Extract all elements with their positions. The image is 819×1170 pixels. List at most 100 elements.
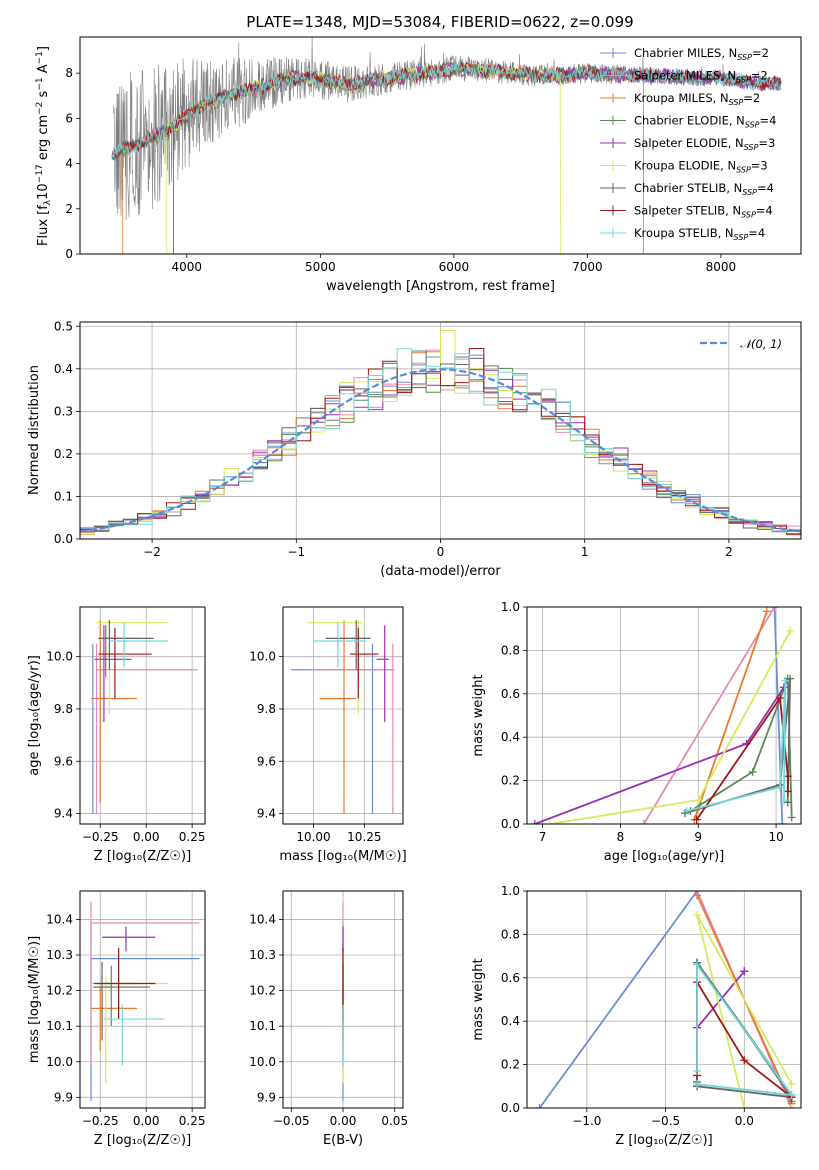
axes-z-weight: −1.0 −0.5 0.0 0.0 0.2 0.4 0.6 0.8 1.0 Z [log₁₀(Z/… <box>471 884 802 1148</box>
y-tick-label: 10.0 <box>249 1055 276 1069</box>
x-tick-label: 0.25 <box>179 830 206 844</box>
series-point <box>740 967 749 976</box>
y-tick-label: 0.2 <box>501 1058 520 1072</box>
series-salpeter-elodie <box>693 967 749 1032</box>
y-axis-label-part: λ <box>43 199 53 205</box>
errorbar-chabrier-stelib <box>98 620 154 670</box>
y-axis-label-part: −2 <box>35 102 45 115</box>
x-tick-label: 5000 <box>305 260 336 274</box>
y-tick-label: 9.4 <box>257 807 276 821</box>
axes-frame <box>526 890 802 1109</box>
legend-entry: Chabrier STELIB, NSSP=4 <box>634 181 774 197</box>
x-axis-label: Z [log₁₀(Z/Z☉)] <box>94 849 191 864</box>
x-tick-label: −0.25 <box>82 1114 119 1128</box>
plot-area <box>80 322 801 539</box>
series-point <box>693 891 702 900</box>
errorbar-kroupa-miles <box>91 620 137 804</box>
legend-entry-sub: SSP <box>741 211 756 220</box>
y-axis-label-part: A <box>36 64 51 77</box>
model-spectrum-kroupa-stelib <box>111 60 782 159</box>
x-axis-label: mass [log₁₀(M/M☉)] <box>279 849 406 864</box>
y-tick-label: 0.2 <box>54 447 73 461</box>
x-axis-label: E(B-V) <box>323 1133 363 1148</box>
axes-frame <box>526 606 802 825</box>
series-line <box>773 607 784 824</box>
x-tick-label: −1.0 <box>572 1114 601 1128</box>
y-tick-label: 0.4 <box>54 362 73 376</box>
y-tick-label: 0.0 <box>54 532 73 546</box>
axes-residuals: −2 −1 0 1 2 0.0 0.1 0.2 0.3 0.4 0.5 (data-model)/er… <box>27 319 802 579</box>
series-line <box>696 962 794 1097</box>
series-line <box>538 891 698 1108</box>
axes-spectrum: 4000 5000 6000 7000 8000 0 2 4 6 8 wavelength [Ang… <box>35 36 802 294</box>
plot-area <box>527 891 801 1108</box>
series-kroupa-elodie <box>546 626 795 824</box>
y-axis-label-part: Flux [f <box>36 205 51 246</box>
errorbar-salpeter-elodie <box>102 926 156 952</box>
y-tick-label: 10.3 <box>249 948 276 962</box>
series-point <box>694 796 703 805</box>
x-tick-label: 8000 <box>706 260 737 274</box>
legend-entry-sub: SSP <box>744 143 759 152</box>
x-tick-label: 2 <box>725 545 733 559</box>
series-point <box>783 787 792 796</box>
y-axis-label: mass [log₁₀(M/M☉)] <box>27 936 42 1063</box>
series-point <box>740 1104 749 1108</box>
legend-entry-sub: SSP <box>742 188 757 197</box>
y-tick-label: 9.6 <box>257 754 276 768</box>
series-point <box>740 1056 749 1065</box>
errorbar-kroupa-elodie <box>96 976 169 1084</box>
series-point <box>775 783 784 792</box>
y-tick-label: 1.0 <box>501 600 520 614</box>
x-tick-label: 10.00 <box>296 830 330 844</box>
axes-ebv-mass: −0.05 0.00 0.05 9.9 10.0 10.1 10.2 10.3 10.4 E(B-… <box>249 890 408 1148</box>
legend-entry-label: 𝒩(0, 1) <box>740 337 782 351</box>
legend-entry-n: =2 <box>743 91 760 105</box>
axes-mass-age: 10.00 10.25 9.4 9.6 9.8 10.0 mass [log₁₀(M/M☉)… <box>249 606 407 864</box>
axes-frame <box>79 606 206 825</box>
legend-entry-sub: SSP <box>737 53 752 62</box>
series-point <box>546 820 555 824</box>
y-axis-label: mass weight <box>471 958 486 1040</box>
series-point <box>693 910 702 919</box>
series-line <box>690 678 793 818</box>
axes-frame <box>282 890 404 1109</box>
y-tick-label: 0.5 <box>54 319 73 333</box>
axes-z-age: −0.25 0.00 0.25 9.4 9.6 9.8 10.0 Z [log₁₀(Z/Z☉)… <box>27 606 206 864</box>
y-axis-label-part: ] <box>36 46 51 51</box>
series-point <box>779 796 788 805</box>
y-tick-label: 0.0 <box>501 1101 520 1115</box>
series-point <box>693 1080 702 1089</box>
x-tick-label: 6000 <box>439 260 470 274</box>
series-line <box>550 630 791 824</box>
x-tick-label: 0 <box>437 545 445 559</box>
y-tick-label: 9.8 <box>257 702 276 716</box>
legend-entry-label: Salpeter STELIB, N <box>634 204 741 218</box>
y-axis-label-part: −1 <box>35 51 45 64</box>
series-point <box>530 820 539 824</box>
legend-entry-label: Salpeter MILES, N <box>634 69 736 83</box>
y-tick-label: 1.0 <box>501 884 520 898</box>
model-spectrum-salpeter-stelib <box>111 60 782 159</box>
legend-entry: Chabrier ELODIE, NSSP=4 <box>634 114 776 130</box>
legend-entry-n: =3 <box>751 159 768 173</box>
series-chabrier-miles <box>535 891 702 1108</box>
series-point <box>787 1104 796 1108</box>
series-point <box>778 820 787 824</box>
errorbar-kroupa-elodie <box>96 620 169 715</box>
y-axis-label: Flux [fλ10−17 erg cm−2 s−1 A−1] <box>35 46 53 246</box>
legend-entry-sub: SSP <box>734 233 749 242</box>
series-point <box>775 694 784 703</box>
plot-area <box>111 37 782 254</box>
axes-frame <box>79 890 206 1109</box>
histogram-chabrier-elodie <box>80 350 801 535</box>
errorbar-chabrier-miles <box>90 923 200 1101</box>
y-tick-label: 0.1 <box>54 489 73 503</box>
x-tick-label: 0.00 <box>330 1114 357 1128</box>
y-axis-label: age [log₁₀(age/yr)] <box>27 655 42 776</box>
axes-z-mass: −0.25 0.00 0.25 9.9 10.0 10.1 10.2 10.3 10.4 Z [l… <box>27 890 206 1148</box>
errorbar-kroupa-miles <box>319 620 357 814</box>
x-tick-label: −0.5 <box>651 1114 680 1128</box>
